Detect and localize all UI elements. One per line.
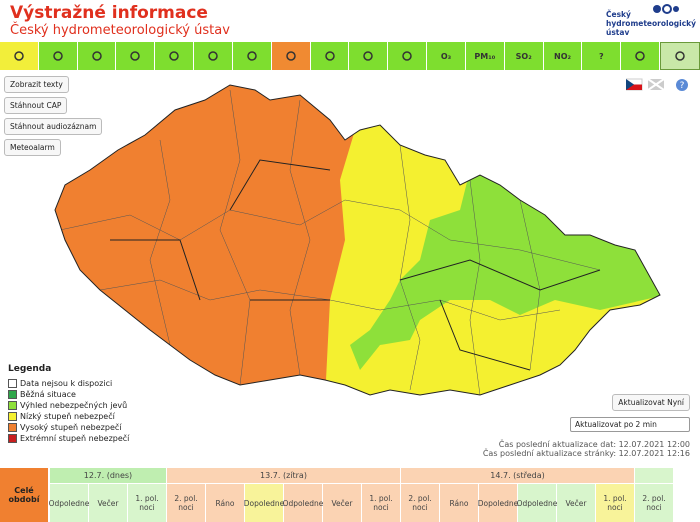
update-panel: Aktualizovat Nyní Aktualizovat po 2 min … [483,394,690,458]
subtitle: Český hydrometeorologický ústav [10,23,230,38]
warning-tab[interactable]: O₃ [427,42,466,70]
legend-item: Běžná situace [8,389,129,400]
legend-label: Nízký stupeň nebezpečí [20,412,115,421]
title: Výstražné informace [10,3,208,23]
legend-title: Legenda [8,364,52,374]
period[interactable]: 2. pol. noci [635,484,674,522]
warning-tab[interactable] [660,42,700,70]
button-group: Zobrazit texty Stáhnout CAP Stáhnout audio… [4,76,103,160]
day-header: 12.7. (dnes) [50,468,166,483]
period[interactable]: Odpoledne [283,484,323,522]
period[interactable]: Dopoledne [478,484,518,522]
legend-item: Vysoký stupeň nebezpečí [8,422,129,433]
logo: Český hydrometeorologický ústav [606,10,697,37]
legend-swatch [8,423,17,432]
period[interactable]: Odpoledne [49,484,89,522]
day-header: 14.7. (středa) [401,468,634,483]
legend-swatch [8,434,17,443]
warning-tab[interactable] [621,42,661,70]
logo-mark [653,4,679,14]
warning-tab[interactable] [232,42,272,70]
legend-item: Extrémní stupeň nebezpečí [8,433,129,444]
legend-label: Data nejsou k dispozici [20,379,113,388]
button[interactable]: Stáhnout audiozáznam [4,118,103,135]
page-time: Čas poslední aktualizace stránky: 12.07.… [482,449,690,458]
warning-tab[interactable]: SO₂ [504,42,544,70]
legend-label: Extrémní stupeň nebezpečí [20,434,130,443]
button[interactable]: Stáhnout CAP [4,97,68,114]
legend-swatch [8,401,17,410]
period[interactable]: Večer [323,484,362,522]
button[interactable]: Meteoalarm [4,139,61,156]
legend: Legenda Data nejsou k dispozici Běžná situ… [8,364,129,444]
whole-period[interactable]: Celé období [0,468,48,522]
legend-item: Výhled nebezpečných jevů [8,400,129,411]
toolbar: O₃ PM₁₀ SO₂ NO₂? [0,42,700,70]
period[interactable]: 1. pol. noci [128,484,167,522]
language-switch[interactable]: ? [626,78,692,92]
button[interactable]: Zobrazit texty [4,76,69,93]
warning-tab[interactable] [194,42,233,70]
legend-swatch [8,390,17,399]
period[interactable]: Večer [89,484,128,522]
legend-swatch [8,379,17,388]
period[interactable]: 2. pol. noci [167,484,206,522]
period[interactable]: Odpoledne [517,484,557,522]
warning-tab[interactable] [0,42,39,70]
day-header: 13.7. (zítra) [167,468,400,483]
warning-tab[interactable] [77,42,117,70]
period[interactable]: Ráno [440,484,479,522]
timeline: Celé období 12.7. (dnes) Odpoledne Večer 1.… [0,468,700,522]
refresh-select[interactable]: Aktualizovat po 2 min [570,417,690,432]
data-time: Čas poslední aktualizace dat: 12.07.2021… [498,440,690,449]
period[interactable]: 2. pol. noci [401,484,440,522]
period[interactable]: Večer [557,484,596,522]
warning-tab[interactable] [349,42,389,70]
legend-swatch [8,412,17,421]
legend-label: Běžná situace [20,390,76,399]
warning-tab[interactable]: ? [582,42,622,70]
warning-tab[interactable] [155,42,195,70]
warning-tab[interactable] [271,42,311,70]
day-header [635,468,673,483]
svg-text:?: ? [680,81,685,91]
warning-tab[interactable]: PM₁₀ [465,42,505,70]
warning-tab[interactable] [388,42,428,70]
warning-tab[interactable] [116,42,156,70]
warning-tab[interactable] [310,42,350,70]
warning-tab[interactable] [38,42,78,70]
period[interactable]: 1. pol. noci [362,484,401,522]
refresh-button[interactable]: Aktualizovat Nyní [612,394,690,411]
legend-item: Data nejsou k dispozici [8,378,129,389]
legend-item: Nízký stupeň nebezpečí [8,411,129,422]
period[interactable]: 1. pol. noci [596,484,635,522]
period[interactable]: Ráno [206,484,245,522]
map [54,84,661,396]
warning-tab[interactable]: NO₂ [543,42,583,70]
legend-label: Vysoký stupeň nebezpečí [20,423,122,432]
period[interactable]: Dopoledne [244,484,284,522]
legend-label: Výhled nebezpečných jevů [20,401,128,410]
